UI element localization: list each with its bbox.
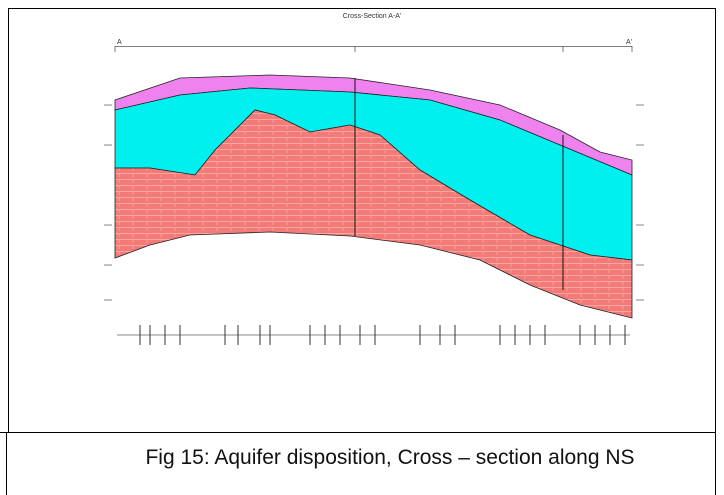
- top-axis: [114, 46, 633, 52]
- figure-caption: Fig 15: Aquifer disposition, Cross – sec…: [145, 446, 635, 469]
- section-start-label: A: [117, 39, 122, 46]
- bottom-scale: [117, 325, 630, 345]
- section-end-label: A': [626, 39, 632, 46]
- red-layer: [114, 109, 633, 319]
- borehole-line: [354, 78, 564, 290]
- side-ticks: [104, 104, 644, 301]
- table-border: [0, 8, 716, 495]
- figure-title: Cross-Section A-A': [343, 13, 402, 20]
